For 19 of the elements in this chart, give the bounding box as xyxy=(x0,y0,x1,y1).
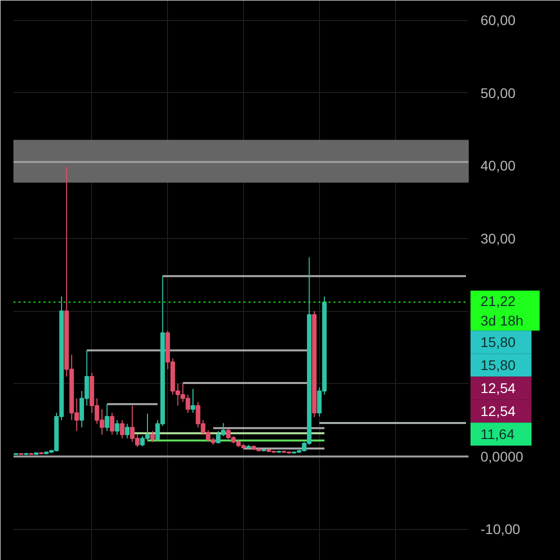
text: 15,80 xyxy=(480,357,516,374)
y-tick-label: 50,00 xyxy=(480,84,516,101)
candlestick xyxy=(150,430,155,442)
candlestick xyxy=(104,404,110,432)
candlestick xyxy=(110,412,114,436)
ref-line-label: 21,22 3d 18h xyxy=(480,293,524,328)
text: 12,54 xyxy=(480,380,516,396)
text: 11,64 xyxy=(480,426,515,442)
candlestick xyxy=(120,420,124,439)
y-tick-label: -10,00 xyxy=(480,521,520,538)
y-tick-label: 0,0000 xyxy=(480,448,524,464)
y-tick-label: 40,00 xyxy=(480,158,516,174)
y-tick-label: 30,00 xyxy=(480,230,516,246)
candlestick xyxy=(114,420,120,436)
candlestick xyxy=(190,388,196,414)
y-tick-label: 60,00 xyxy=(480,12,516,28)
candlestick xyxy=(124,423,130,439)
text: 15,80 xyxy=(480,334,516,350)
text: 12,54 xyxy=(480,403,516,420)
